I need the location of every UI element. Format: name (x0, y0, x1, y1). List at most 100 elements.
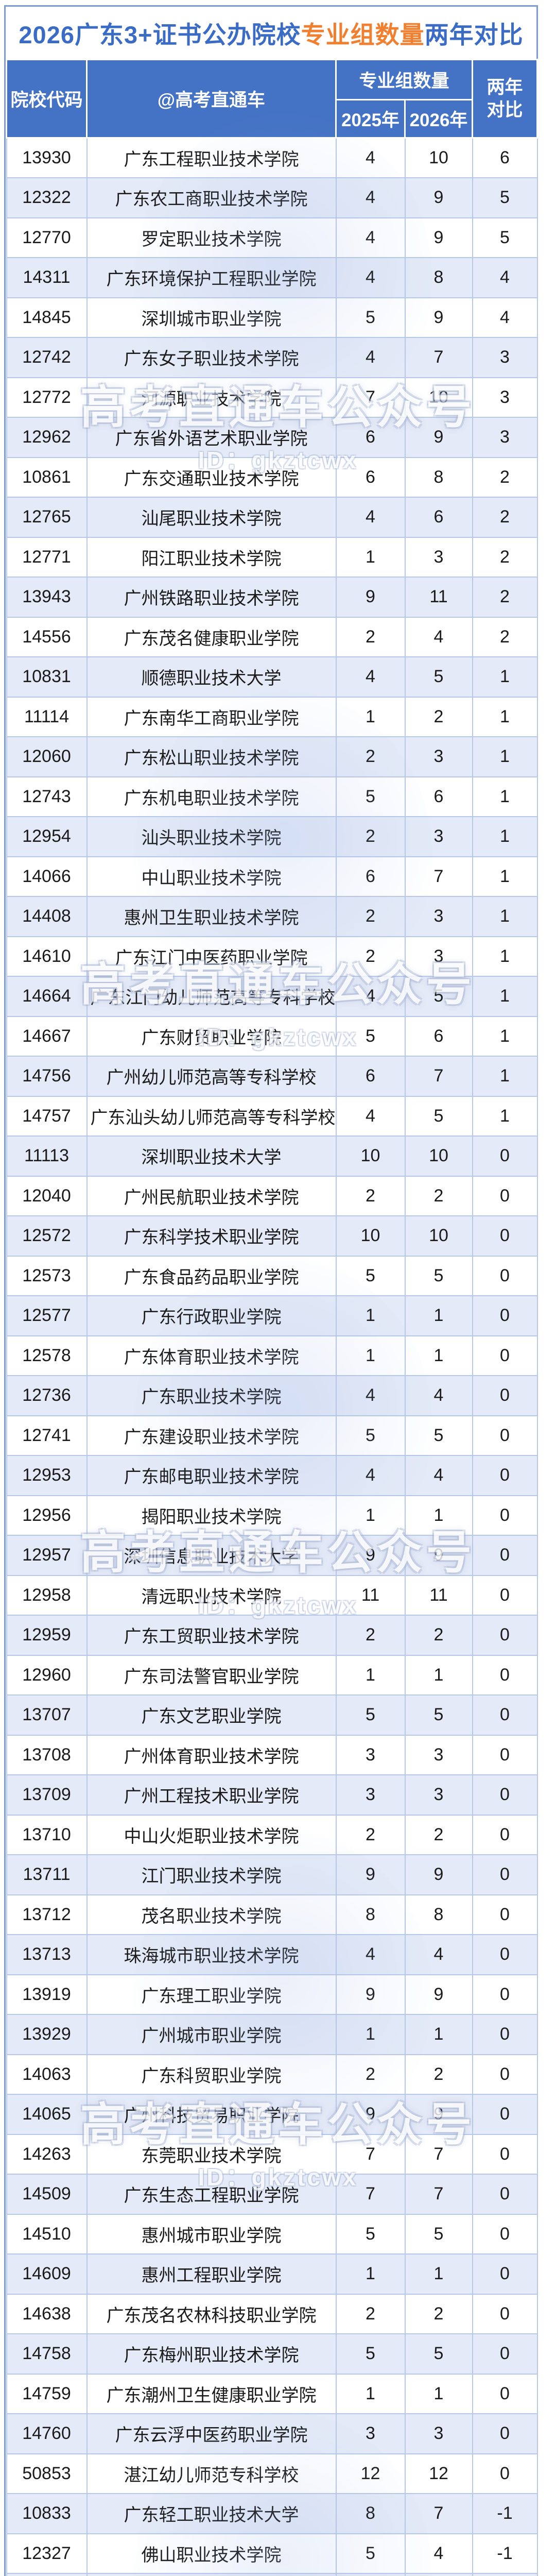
diff-cell: 0 (472, 1734, 538, 1775)
diff-cell: 3 (472, 377, 538, 418)
groups-2026-cell: 5 (404, 1694, 473, 1736)
college-name-cell: 东莞职业技术学院 (86, 2133, 337, 2175)
table-row: 10833 广东轻工职业技术大学 8 7 -1 (6, 2493, 538, 2534)
groups-2026-cell: 3 (404, 1734, 473, 1775)
table-row: 13712 茂名职业技术学院 8 8 0 (6, 1894, 538, 1935)
college-name-cell: 湛江幼儿师范专科学校 (86, 2453, 337, 2494)
groups-2026-cell: 9 (404, 1535, 473, 1576)
college-name-cell: 广东职业技术学院 (86, 1375, 337, 1416)
groups-2025-cell: 7 (335, 377, 406, 418)
college-name-cell: 深圳信息职业技术大学 (86, 1535, 337, 1576)
college-code-cell: 14065 (6, 2094, 88, 2135)
table-row: 12959 广东工贸职业技术学院 2 2 0 (6, 1615, 538, 1656)
table-row: 14065 广州科技贸易职业学院 9 9 0 (6, 2094, 538, 2135)
groups-2026-cell: 6 (404, 497, 473, 538)
table-row: 14609 惠州工程职业学院 1 1 0 (6, 2253, 538, 2295)
groups-2026-cell: 4 (404, 1455, 473, 1496)
groups-2026-cell: 10 (404, 377, 473, 418)
groups-2026-cell: 2 (404, 696, 473, 737)
college-code-cell: 14066 (6, 856, 88, 897)
college-name-cell: 广州体育职业技术学院 (86, 1734, 337, 1775)
college-code-cell: 14610 (6, 936, 88, 977)
college-name-cell: 广东食品药品职业学院 (86, 1255, 337, 1296)
table-row: 14556 广东茂名健康职业学院 2 4 2 (6, 616, 538, 657)
college-code-cell: 13713 (6, 1934, 88, 1975)
college-name-cell: 汕头职业技术学院 (86, 816, 337, 857)
groups-2025-cell: 2 (335, 1814, 406, 1855)
diff-cell: 0 (472, 1295, 538, 1336)
groups-2025-cell: 4 (335, 217, 406, 258)
table-row: 12954 汕头职业技术学院 2 3 1 (6, 816, 538, 857)
groups-2025-cell: 6 (335, 456, 406, 498)
diff-cell: 0 (472, 1455, 538, 1496)
college-name-cell: 深圳城市职业学院 (86, 297, 337, 338)
college-code-cell: 13710 (6, 1814, 88, 1855)
groups-2026-cell: 5 (404, 1095, 473, 1137)
college-name-cell: 江门职业技术学院 (86, 1854, 337, 1895)
table-row: 12770 罗定职业技术学院 4 9 5 (6, 217, 538, 258)
groups-2026-cell: 4 (404, 1375, 473, 1416)
table-row: 14311 广东环境保护工程职业学院 4 8 4 (6, 257, 538, 298)
groups-2025-cell: 5 (335, 297, 406, 338)
diff-cell: 0 (472, 1136, 538, 1177)
diff-cell: 2 (472, 456, 538, 498)
college-code-cell: 11113 (6, 1136, 88, 1177)
college-name-cell: 河源职业技术学院 (86, 377, 337, 418)
groups-2026-cell: 3 (404, 816, 473, 857)
college-code-cell: 10833 (6, 2493, 88, 2534)
groups-2025-cell: 4 (335, 257, 406, 298)
table-row: 13709 广州工程技术职业学院 3 3 0 (6, 1774, 538, 1816)
groups-2025-cell: 5 (335, 2573, 406, 2576)
diff-cell: 0 (472, 1934, 538, 1975)
groups-2026-cell: 1 (404, 2253, 473, 2295)
groups-2026-cell: 8 (404, 257, 473, 298)
college-name-cell: 广东科学技术职业学院 (86, 1215, 337, 1257)
college-code-cell: 12953 (6, 1455, 88, 1496)
groups-2025-cell: 8 (335, 1894, 406, 1935)
diff-cell: 0 (472, 1894, 538, 1935)
college-code-cell: 14609 (6, 2253, 88, 2295)
groups-2025-cell: 9 (335, 577, 406, 618)
college-name-cell: 广东工程职业技术学院 (86, 137, 337, 178)
groups-2025-cell: 10 (335, 1215, 406, 1257)
groups-2026-cell: 7 (404, 337, 473, 378)
diff-cell: 0 (472, 2174, 538, 2215)
diff-cell: 0 (472, 1175, 538, 1216)
table-row: 14407广东艺术职业学院54-1 (6, 2573, 538, 2576)
college-code-cell: 14760 (6, 2413, 88, 2454)
diff-cell: 0 (472, 2213, 538, 2255)
table-row: 14610 广东江门中医药职业学院 2 3 1 (6, 936, 538, 977)
diff-cell: 0 (472, 1535, 538, 1576)
diff-cell: 2 (472, 497, 538, 538)
groups-2025-cell: 7 (335, 2133, 406, 2175)
groups-2026-cell: 9 (404, 177, 473, 218)
college-code-cell: 12578 (6, 1335, 88, 1376)
college-code-cell: 12573 (6, 1255, 88, 1296)
diff-cell: 1 (472, 696, 538, 737)
college-code-cell: 14063 (6, 2054, 88, 2095)
college-name-cell: 广州科技贸易职业学院 (86, 2094, 337, 2135)
table-body: 13930 广东工程职业技术学院 4 10 6 12322 广东农工商职业技术学院 4 9 5 12… (6, 137, 538, 2576)
groups-2026-cell: 3 (404, 2413, 473, 2454)
header-row-1: 院校代码 @高考直通车 专业组数量 两年 对比 (6, 59, 538, 139)
groups-2025-cell: 4 (335, 337, 406, 378)
diff-cell: 0 (472, 1375, 538, 1416)
college-code-cell: 13707 (6, 1694, 88, 1736)
college-name-cell: 广州幼儿师范高等专科学校 (86, 1056, 337, 1097)
college-name-cell: 广东轻工职业技术大学 (86, 2493, 337, 2534)
groups-2026-cell: 1 (404, 1654, 473, 1696)
college-name-cell: 佛山职业技术学院 (86, 2533, 337, 2574)
table-row: 14063 广东科贸职业学院 2 2 0 (6, 2054, 538, 2095)
groups-2026-cell: 11 (404, 577, 473, 618)
diff-cell: 0 (472, 2413, 538, 2454)
college-code-cell: 12962 (6, 417, 88, 458)
diff-cell: 3 (472, 417, 538, 458)
college-name-cell: 广东农工商职业技术学院 (86, 177, 337, 218)
header-college-code: 院校代码 (6, 59, 88, 139)
groups-2026-cell: 5 (404, 1415, 473, 1456)
diff-cell: 6 (472, 137, 538, 178)
groups-2025-cell: 1 (335, 1495, 406, 1536)
comparison-table: 院校代码 @高考直通车 专业组数量 两年 对比 2025年 2026年 1393… (6, 59, 538, 2576)
groups-2025-cell: 1 (335, 1295, 406, 1336)
college-name-cell: 广州工程技术职业学院 (86, 1774, 337, 1816)
